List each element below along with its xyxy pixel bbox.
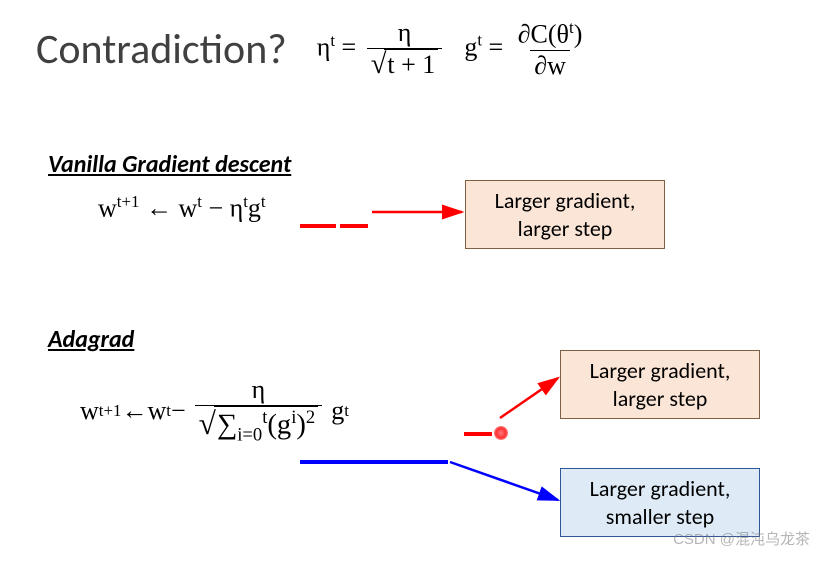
g-fraction: ∂C(θt) ∂w	[514, 18, 587, 81]
eq-sign: =	[335, 32, 363, 61]
title-row: Contradiction? ηt = η t + 1 gt = ∂C(θt) …	[36, 18, 590, 81]
eq-sign: =	[482, 32, 510, 61]
line1: Larger gradient,	[590, 475, 731, 502]
g-tail-sup: t	[344, 401, 349, 421]
watermark: CSDN @混沌乌龙茶	[673, 528, 810, 549]
g-den: ∂w	[530, 50, 570, 81]
eta: η	[230, 194, 244, 223]
eta-symbol: η	[317, 32, 331, 61]
sum-symbol: ∑	[217, 410, 237, 441]
underline-eta-t	[300, 224, 336, 228]
radicand: ∑i=0t(gi)2	[214, 406, 318, 446]
underline-g-t-adagrad	[464, 432, 492, 436]
arrow-adagrad-den	[450, 462, 558, 500]
arrow-adagrad-num	[500, 378, 558, 418]
g-num: ∂C(θt)	[514, 18, 587, 50]
minus: −	[171, 396, 186, 426]
assign-arrow: ←	[121, 396, 147, 426]
adagrad-equation: wt+1 ← wt − η ∑i=0t(gi)2 gt	[80, 375, 349, 446]
lhs-sup: t+1	[117, 192, 140, 211]
w-rhs: w	[147, 396, 166, 426]
g: g	[248, 194, 261, 223]
w-lhs: w	[98, 194, 117, 223]
sum-sub: i=0	[237, 424, 262, 445]
w-lhs: w	[80, 396, 99, 426]
sqrt-icon: t + 1	[371, 49, 439, 81]
callout-vanilla: Larger gradient, larger step	[465, 180, 665, 249]
line2: larger step	[518, 215, 613, 242]
page-title: Contradiction?	[36, 24, 287, 75]
line2: larger step	[613, 385, 708, 412]
frac-den: ∑i=0t(gi)2	[195, 405, 323, 446]
close-paren: )	[574, 20, 583, 49]
line2: smaller step	[606, 503, 714, 530]
laser-pointer-icon	[494, 426, 508, 440]
callout-adagrad-num: Larger gradient, larger step	[560, 350, 760, 419]
callout-adagrad-den: Larger gradient, smaller step	[560, 468, 760, 537]
top-equations: ηt = η t + 1 gt = ∂C(θt) ∂w	[317, 18, 591, 81]
radicand: t + 1	[384, 49, 438, 81]
line1: Larger gradient,	[590, 357, 731, 384]
underline-g-t	[340, 224, 368, 228]
adagrad-fraction: η ∑i=0t(gi)2	[192, 375, 326, 446]
minus: −	[202, 194, 230, 223]
vanilla-heading: Vanilla Gradient descent	[48, 150, 291, 179]
gi-sq: 2	[306, 407, 315, 428]
vanilla-equation: wt+1 ← wt − ηtgt	[98, 192, 266, 224]
lhs-sup: t+1	[99, 401, 122, 421]
gi-close: )	[296, 410, 306, 441]
eta-fraction: η t + 1	[367, 18, 443, 81]
w-rhs: w	[178, 194, 197, 223]
assign-arrow: ←	[139, 194, 178, 223]
slide: Contradiction? ηt = η t + 1 gt = ∂C(θt) …	[0, 0, 828, 561]
partial-c: ∂C(θ	[518, 20, 569, 49]
g-tail: g	[331, 396, 344, 426]
gi: (g	[267, 410, 291, 441]
g-equation: gt = ∂C(θt) ∂w	[464, 18, 590, 81]
eta-num: η	[394, 18, 416, 48]
sqrt-icon: ∑i=0t(gi)2	[199, 406, 319, 446]
line1: Larger gradient,	[495, 187, 636, 214]
eta-equation: ηt = η t + 1	[317, 18, 447, 81]
g-sup: t	[261, 192, 266, 211]
underline-denom	[300, 460, 448, 464]
frac-num: η	[192, 375, 326, 405]
eta-den: t + 1	[367, 48, 443, 81]
g-symbol: g	[464, 32, 477, 61]
adagrad-heading: Adagrad	[48, 325, 134, 354]
